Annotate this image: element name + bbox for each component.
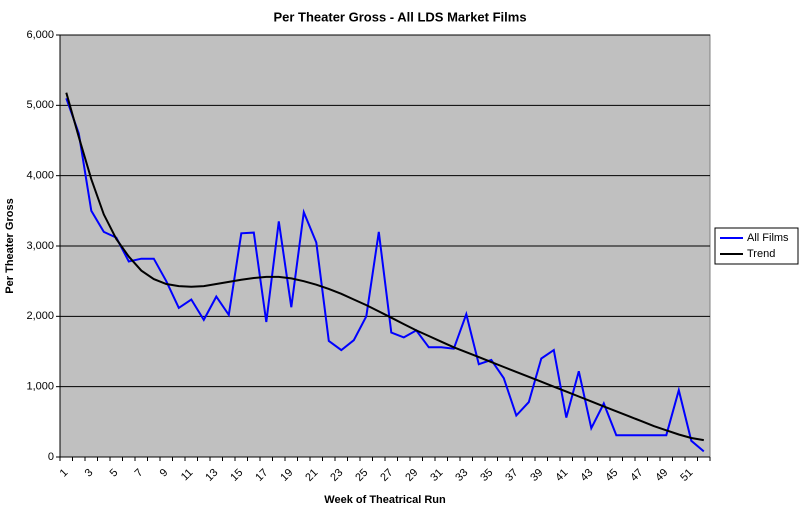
y-tick-label: 0 [48, 451, 54, 463]
y-tick-label: 4,000 [26, 170, 54, 182]
y-tick-label: 3,000 [26, 240, 54, 252]
y-tick-label: 1,000 [26, 381, 54, 393]
y-tick-label: 6,000 [26, 29, 54, 41]
line-series [65, 92, 704, 442]
legend-label: Trend [747, 248, 775, 260]
legend-box [714, 227, 799, 265]
chart-title: Per Theater Gross - All LDS Market Films [273, 9, 526, 24]
x-axis-title: Week of Theatrical Run [324, 494, 446, 506]
y-axis-title: Per Theater Gross [4, 198, 16, 293]
y-tick-label: 5,000 [26, 99, 54, 111]
legend-label: All Films [747, 232, 789, 244]
line-series [65, 97, 705, 453]
y-tick-label: 2,000 [26, 310, 54, 322]
